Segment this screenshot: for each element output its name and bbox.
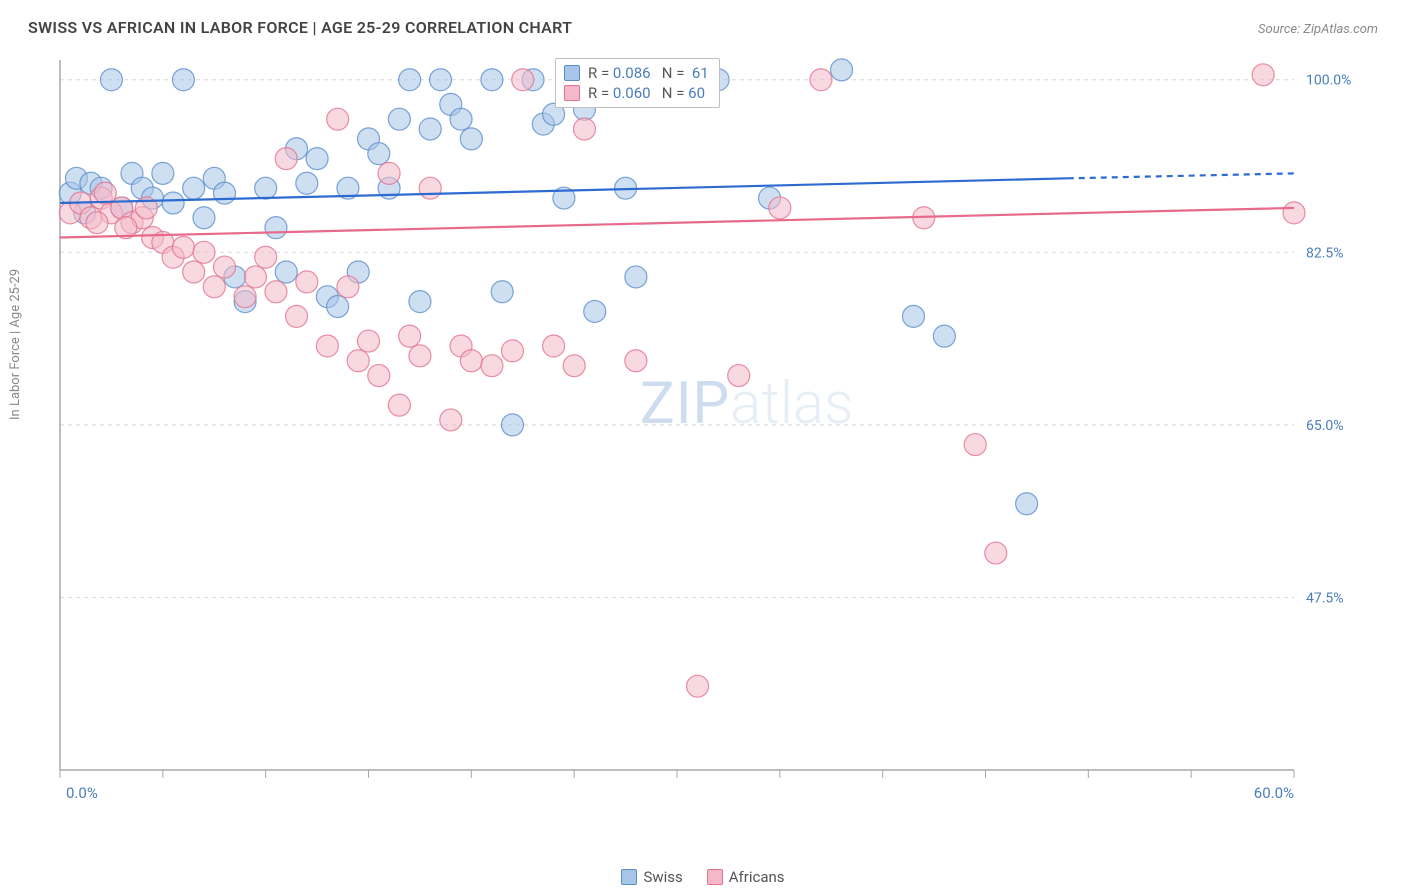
y-axis-label: In Labor Force | Age 25-29 xyxy=(8,269,23,420)
legend-item-africans: Africans xyxy=(707,868,785,886)
legend-label-swiss: Swiss xyxy=(643,868,682,886)
chart-title: SWISS VS AFRICAN IN LABOR FORCE | AGE 25… xyxy=(28,18,572,37)
chart-svg: 47.5% 65.0% 82.5% 100.0% 0.0% 60.0% xyxy=(52,52,1372,818)
africans-stats-text: R = 0.060 N = 60 xyxy=(588,84,705,102)
legend-stats-row-africans: R = 0.060 N = 60 xyxy=(564,83,709,103)
africans-swatch-icon xyxy=(564,85,580,101)
legend-stats: R = 0.086 N = 61 R = 0.060 N = 60 xyxy=(555,58,720,108)
svg-text:60.0%: 60.0% xyxy=(1254,784,1294,802)
legend-stats-row-swiss: R = 0.086 N = 61 xyxy=(564,63,709,83)
swiss-stats-text: R = 0.086 N = 61 xyxy=(588,64,709,82)
swiss-swatch-icon xyxy=(564,65,580,81)
svg-text:47.5%: 47.5% xyxy=(1306,590,1344,606)
swiss-swatch-icon xyxy=(621,869,637,885)
svg-text:82.5%: 82.5% xyxy=(1306,245,1344,261)
source-label: Source: ZipAtlas.com xyxy=(1258,22,1378,37)
africans-swatch-icon xyxy=(707,869,723,885)
svg-text:65.0%: 65.0% xyxy=(1306,418,1344,434)
legend-label-africans: Africans xyxy=(729,868,785,886)
svg-text:0.0%: 0.0% xyxy=(66,784,98,802)
svg-text:100.0%: 100.0% xyxy=(1306,73,1351,89)
title-bar: SWISS VS AFRICAN IN LABOR FORCE | AGE 25… xyxy=(0,0,1406,45)
plot-area: 47.5% 65.0% 82.5% 100.0% 0.0% 60.0% xyxy=(52,52,1372,818)
legend-item-swiss: Swiss xyxy=(621,868,682,886)
legend-bottom: Swiss Africans xyxy=(0,868,1406,886)
